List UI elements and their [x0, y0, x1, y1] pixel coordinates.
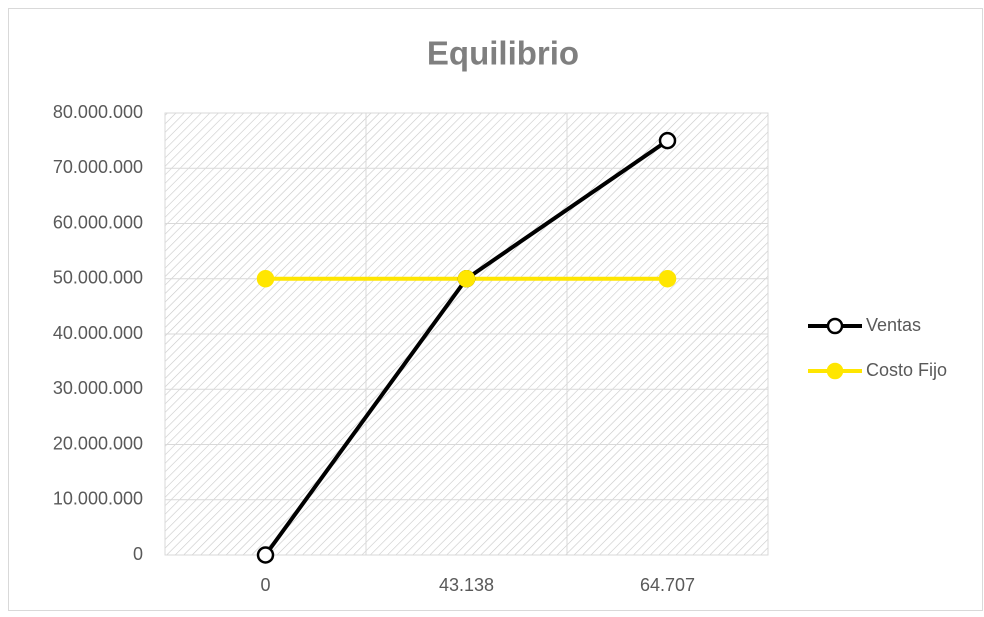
plot-border: [164, 112, 769, 556]
y-tick-label: 40.000.000: [53, 323, 143, 343]
y-tick-label: 70.000.000: [53, 157, 143, 177]
legend-marker: [826, 317, 844, 335]
legend-label: Costo Fijo: [866, 360, 947, 380]
y-tick-label: 60.000.000: [53, 212, 143, 232]
y-tick-label: 80.000.000: [53, 102, 143, 122]
y-tick-label: 0: [133, 544, 143, 564]
marker: [457, 270, 476, 288]
x-tick-label: 64.707: [640, 575, 695, 595]
y-tick-label: 50.000.000: [53, 268, 143, 288]
marker: [658, 270, 677, 288]
marker: [256, 270, 275, 288]
y-tick-label: 10.000.000: [53, 489, 143, 509]
marker: [658, 131, 677, 150]
legend-marker: [826, 362, 844, 380]
marker: [256, 546, 275, 564]
y-tick-label: 20.000.000: [53, 433, 143, 453]
x-tick-label: 43.138: [439, 575, 494, 595]
chart-title: Equilibrio: [427, 35, 579, 72]
x-tick-label: 0: [260, 575, 270, 595]
legend-label: Ventas: [866, 315, 921, 335]
y-tick-label: 30.000.000: [53, 378, 143, 398]
